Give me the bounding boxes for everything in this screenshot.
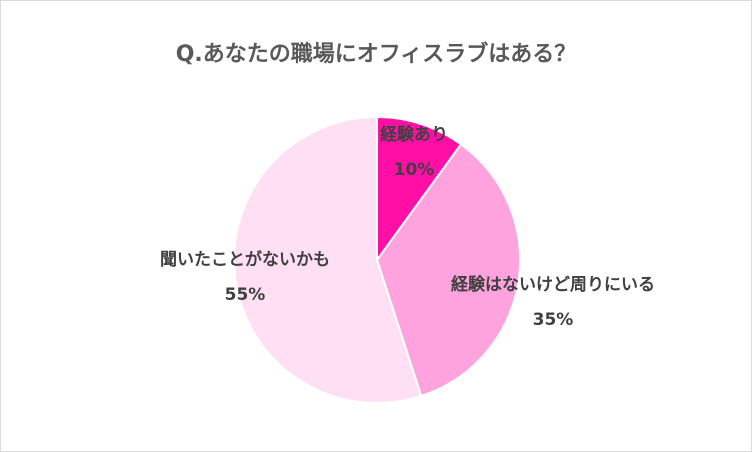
value-label: 35% bbox=[533, 310, 574, 330]
pie-slice bbox=[375, 142, 521, 398]
slice-label: 経験あり bbox=[380, 124, 448, 145]
value-label: 10% bbox=[394, 160, 435, 180]
value-label: 55% bbox=[225, 285, 266, 305]
chart-title: Q.あなたの職場にオフィスラブはある？ bbox=[176, 41, 577, 67]
pie-slice bbox=[233, 115, 423, 404]
slice-label: 経験はないけど周りにいる bbox=[451, 274, 655, 295]
slice-label: 聞いたことがないかも bbox=[160, 249, 330, 270]
pie-slice bbox=[376, 115, 463, 264]
